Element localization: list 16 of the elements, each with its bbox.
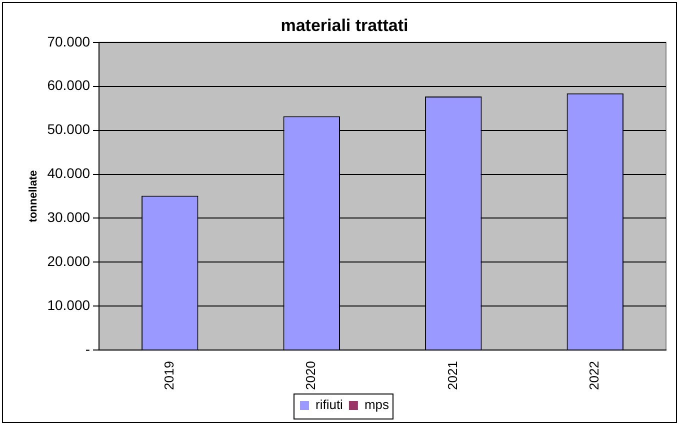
x-tick-label: 2022	[586, 361, 602, 390]
y-axis-title: tonnellate	[28, 170, 40, 222]
x-tick-label: 2019	[161, 361, 176, 390]
y-tick-label: 20.000	[47, 253, 90, 270]
chart-title: materiali trattati	[280, 16, 408, 35]
x-tick-label: 2021	[444, 361, 460, 390]
y-tick-label: 60.000	[47, 77, 90, 94]
y-tick-label: 30.000	[47, 209, 90, 226]
y-tick-label: -	[85, 340, 90, 357]
y-tick-label: 10.000	[47, 296, 90, 313]
y-tick-label: 40.000	[47, 165, 90, 182]
legend-label: rifiuti	[315, 397, 344, 412]
y-tick-label: 50.000	[47, 121, 90, 138]
legend-label: mps	[364, 397, 390, 412]
y-tick-label: 70.000	[47, 33, 90, 50]
x-tick-label: 2020	[303, 361, 318, 390]
